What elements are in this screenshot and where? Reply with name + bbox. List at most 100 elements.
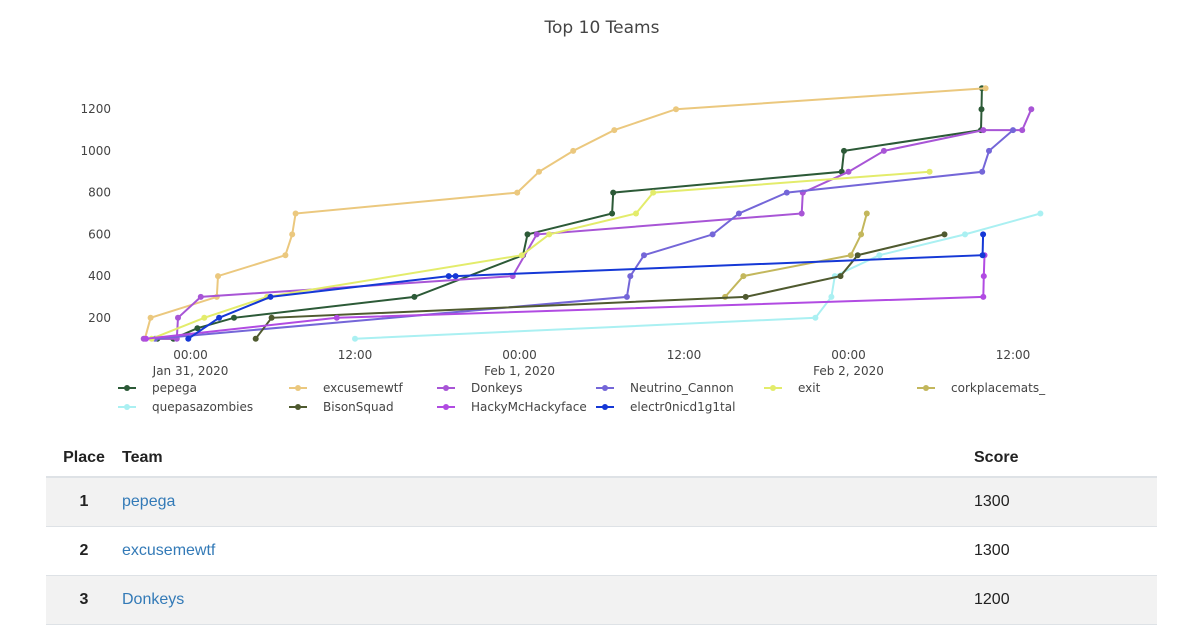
series-corkplacemats_ [722,210,870,300]
place-cell: 1 [46,477,122,527]
data-point [175,314,181,321]
x-tick-date-label: Jan 31, 2020 [152,364,229,378]
data-point [841,147,847,154]
data-point [610,189,617,196]
data-point [978,106,985,113]
y-tick-label: 1200 [80,102,111,116]
data-point [673,106,679,113]
legend-label: corkplacemats_ [951,381,1046,395]
legend-item[interactable]: Neutrino_Cannon [596,381,734,395]
legend-label: quepasazombies [152,400,253,414]
x-tick-label: 00:00 [502,348,537,362]
legend-item[interactable]: HackyMcHackyface [437,400,587,414]
y-tick-label: 600 [88,227,111,241]
data-point [292,210,299,217]
y-axis: 200 400 600 800 1000 1200 [80,102,111,325]
series-line [187,234,985,340]
data-point [185,335,192,342]
data-point [445,273,452,280]
legend-item[interactable]: corkplacemats_ [917,381,1046,395]
legend-swatch-marker [443,404,449,410]
data-point [452,273,459,280]
data-point [1028,106,1035,113]
legend-swatch-marker [124,385,130,391]
data-point [854,252,861,259]
data-point [352,335,358,342]
place-cell: 2 [46,526,122,576]
legend-item[interactable]: exit [764,381,821,395]
team-link[interactable]: excusemewtf [122,542,216,559]
chart-legend: pepega excusemewtf Donkeys Neutrino_Cannon e… [118,381,1046,414]
legend-item[interactable]: excusemewtf [289,381,403,395]
data-point [536,168,542,175]
series-line [155,129,1014,340]
data-point [611,127,618,134]
y-tick-label: 800 [88,186,111,200]
table-row: 1 pepega 1300 [46,477,1157,527]
data-point [518,252,525,259]
series-line [157,88,983,340]
data-point [986,147,992,154]
data-point [876,252,883,259]
data-point [941,231,948,238]
data-point [926,168,933,175]
data-point [267,293,274,300]
team-link[interactable]: pepega [122,493,176,510]
data-point [1010,127,1016,134]
x-tick-label: 12:00 [667,348,702,362]
legend-item[interactable]: electr0nicd1g1tal [596,400,735,414]
legend-swatch-marker [295,385,301,391]
x-tick-label: 12:00 [996,348,1031,362]
data-point [1019,127,1026,134]
data-point [252,335,259,342]
legend-item[interactable]: pepega [118,381,197,395]
data-point [633,210,639,217]
data-point [570,147,577,154]
data-point [979,252,986,259]
legend-label: Neutrino_Cannon [630,381,734,395]
legend-swatch-marker [443,385,449,391]
y-tick-label: 400 [88,269,111,283]
data-point [837,273,844,280]
team-link[interactable]: Donkeys [122,591,185,608]
legend-item[interactable]: BisonSquad [289,400,394,414]
score-chart: Top 10 Teams 200 400 600 800 1000 1200 00:00 J… [80,18,1046,414]
x-tick-label: 00:00 [831,348,866,362]
legend-swatch-marker [295,404,301,410]
data-point [740,273,747,280]
legend-label: BisonSquad [323,400,394,414]
legend-label: pepega [152,381,197,395]
legend-swatch-marker [602,404,608,410]
series-quepasazombies [352,210,1044,342]
data-point [980,293,987,300]
data-point [201,314,208,321]
data-point [858,231,865,238]
data-point [650,189,657,196]
data-point [880,147,887,154]
data-point [215,273,221,280]
legend-item[interactable]: Donkeys [437,381,522,395]
x-tick-label: 00:00 [173,348,208,362]
table-row: 3 Donkeys 1200 [46,575,1157,625]
plot-area [140,85,1044,342]
data-point [798,210,805,217]
data-point [268,314,275,321]
data-point [231,314,237,321]
x-axis: 00:00 Jan 31, 2020 12:00 00:00 Feb 1, 2020 12… [152,348,1031,378]
data-point [197,293,204,300]
data-point [982,85,989,92]
legend-swatch-marker [770,385,776,391]
x-tick-date-label: Feb 2, 2020 [813,364,884,378]
series-line [254,233,945,340]
data-point [980,273,987,280]
data-point [863,210,870,217]
legend-swatch-marker [124,404,130,410]
data-point [962,231,968,238]
data-point [641,252,647,259]
data-point [289,231,296,238]
data-point [709,231,716,238]
legend-item[interactable]: quepasazombies [118,400,253,414]
score-cell: 1200 [974,575,1157,625]
table-row: 2 excusemewtf 1300 [46,526,1157,576]
data-point [609,210,616,217]
